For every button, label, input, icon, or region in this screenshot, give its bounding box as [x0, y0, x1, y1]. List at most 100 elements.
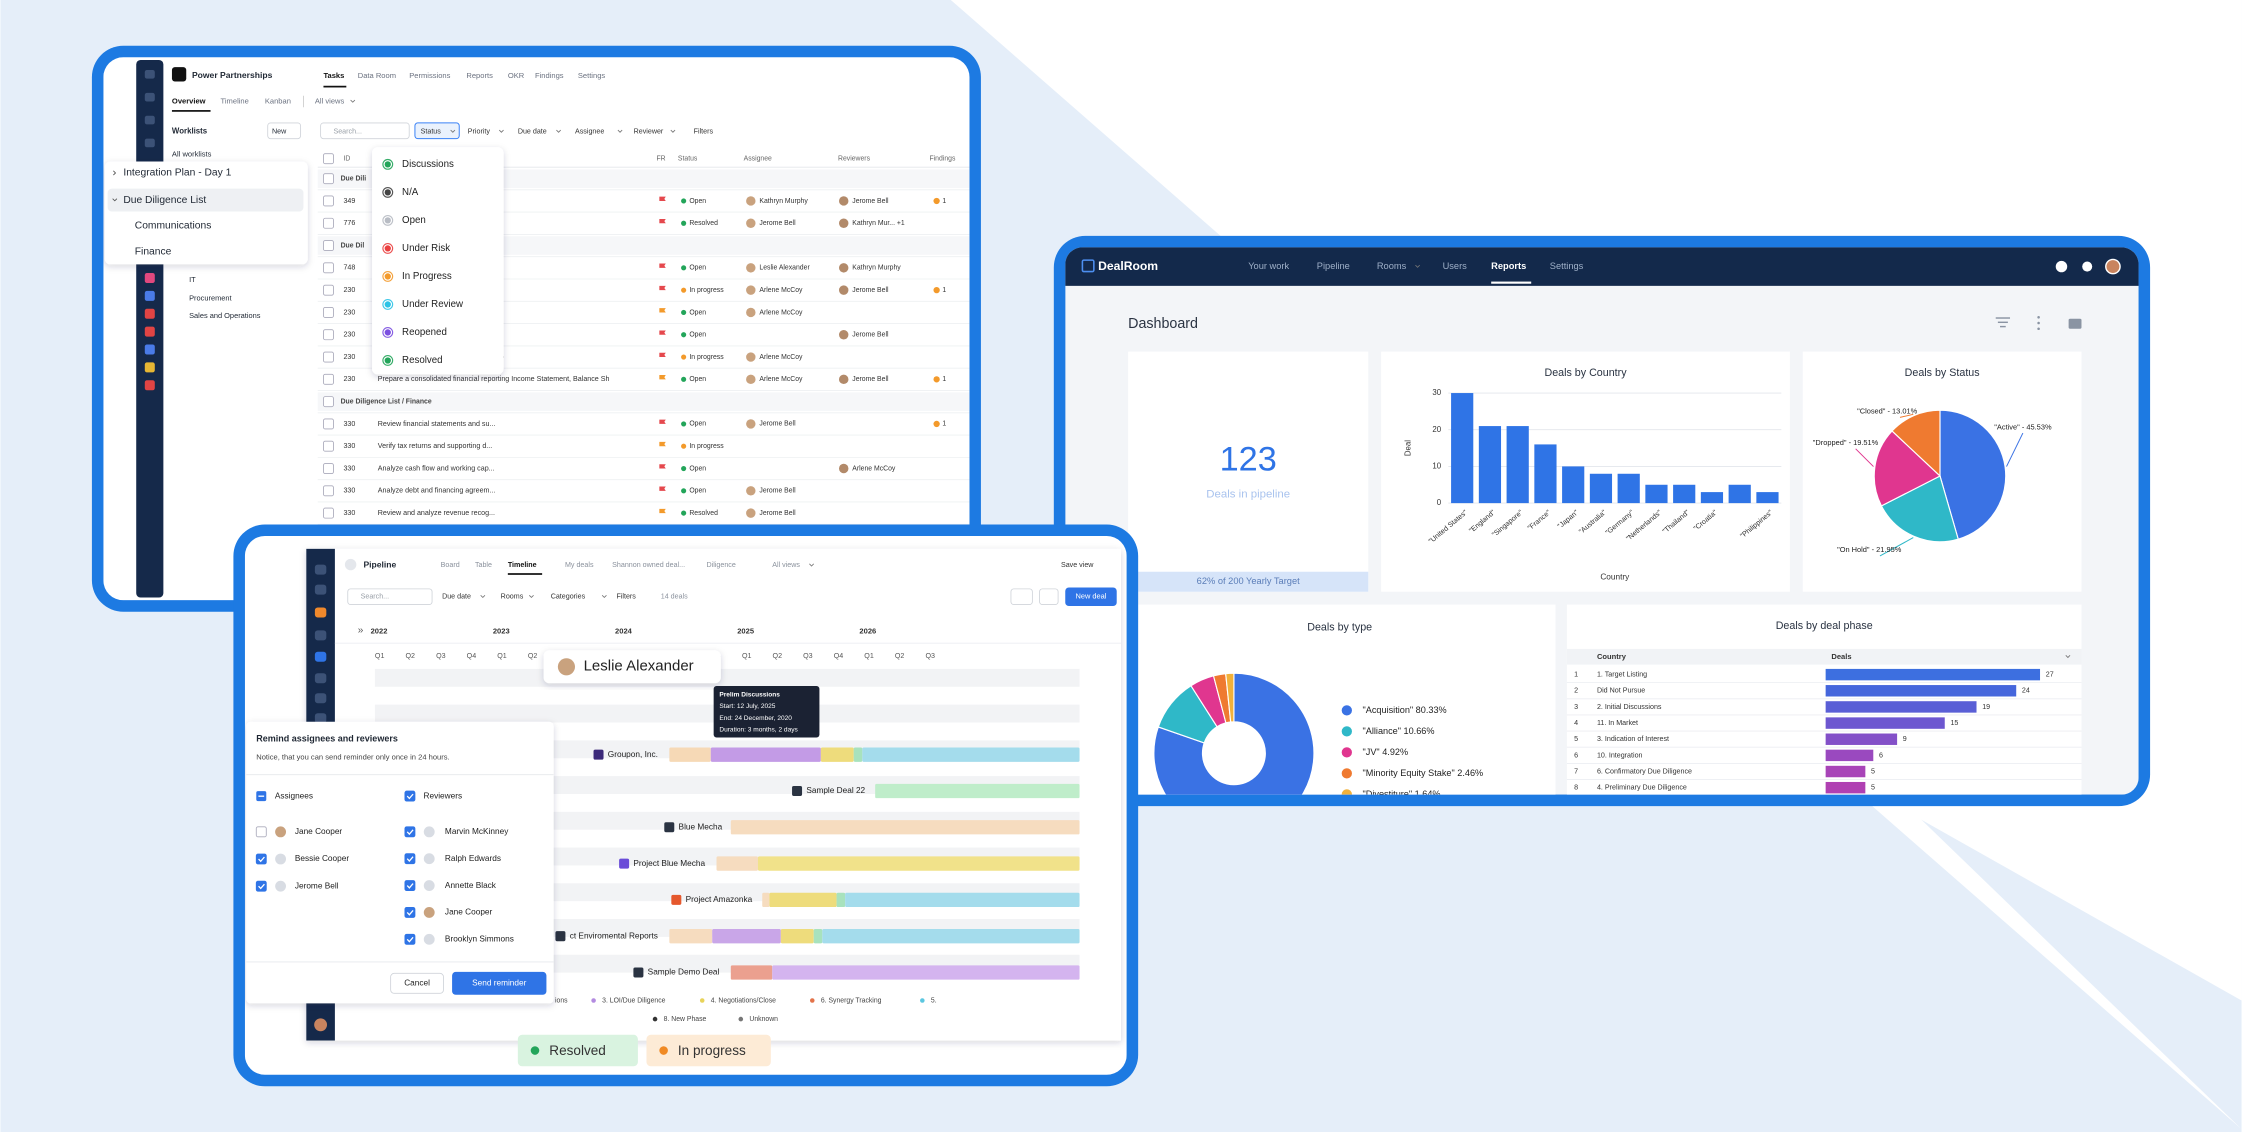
view-tab[interactable]: My deals [565, 561, 594, 569]
deal-name[interactable]: Groupon, Inc. [608, 750, 658, 759]
view-tab[interactable]: Shannon owned deal... [612, 561, 685, 569]
view-tab[interactable]: Kanban [265, 96, 291, 105]
send-button[interactable] [452, 971, 547, 995]
nav-item[interactable]: Pipeline [1317, 261, 1350, 271]
view-tab[interactable]: Board [441, 561, 460, 569]
status-option[interactable]: Open [402, 215, 426, 226]
view-tab[interactable]: All views [315, 96, 345, 105]
checkbox[interactable] [323, 485, 334, 497]
checkbox[interactable] [323, 217, 334, 229]
filter[interactable]: Filters [616, 593, 636, 601]
filter[interactable]: Categories [551, 593, 586, 601]
checkbox[interactable] [404, 880, 416, 892]
new-deal-button[interactable] [1065, 587, 1117, 607]
task-name[interactable]: Analyze cash flow and working cap... [378, 464, 495, 472]
worklist-item[interactable]: All worklists [172, 149, 212, 158]
tab[interactable]: Reports [466, 71, 493, 80]
checkbox[interactable] [323, 418, 334, 430]
view-tab[interactable]: Table [475, 561, 492, 569]
task-name[interactable]: Review financial statements and su... [378, 420, 496, 428]
deal-name[interactable]: Project Blue Mecha [633, 859, 705, 868]
search-box[interactable] [347, 588, 433, 606]
filter[interactable]: Status [421, 127, 442, 135]
tab[interactable]: Data Room [358, 71, 396, 80]
checkbox[interactable] [404, 907, 416, 918]
checkbox[interactable] [323, 262, 334, 274]
checkbox[interactable] [255, 853, 267, 865]
status-option[interactable]: Under Risk [402, 243, 450, 254]
checkbox[interactable] [323, 507, 334, 519]
view-tab[interactable]: Diligence [707, 561, 736, 569]
cancel-button[interactable] [390, 972, 444, 994]
deal-name[interactable]: Project Amazonka [686, 895, 753, 904]
checkbox[interactable] [404, 790, 416, 802]
checkbox[interactable] [323, 440, 334, 452]
tab[interactable]: Findings [535, 71, 564, 80]
checkbox[interactable] [323, 351, 334, 363]
checkbox[interactable] [255, 826, 267, 838]
tab[interactable]: Settings [578, 71, 606, 80]
status-dot [384, 161, 391, 168]
view-tab[interactable]: Timeline [508, 561, 537, 569]
tab[interactable]: OKR [508, 71, 525, 80]
checkbox[interactable] [323, 329, 334, 341]
task-id: 330 [343, 487, 355, 495]
status-option[interactable]: Under Review [402, 299, 464, 310]
checkbox[interactable] [404, 933, 416, 945]
checkbox[interactable] [323, 153, 334, 165]
checkbox[interactable] [323, 284, 334, 296]
filter[interactable]: Priority [468, 127, 491, 135]
status-option[interactable]: Reopened [402, 327, 447, 338]
filter[interactable]: Rooms [501, 593, 524, 601]
checkbox[interactable] [255, 880, 267, 892]
filter[interactable]: Assignee [575, 127, 604, 135]
deal-name[interactable]: Sample Deal 22 [806, 786, 865, 795]
worklist-item[interactable]: IT [189, 275, 196, 284]
task-name[interactable]: Analyze debt and financing agreem... [378, 487, 496, 495]
checkbox[interactable] [323, 173, 334, 185]
search-box[interactable] [320, 122, 410, 140]
worklist-tree-item[interactable]: Finance [135, 246, 172, 257]
nav-item[interactable]: Settings [1550, 261, 1584, 271]
new-button[interactable] [267, 122, 302, 140]
checkbox[interactable] [323, 373, 334, 385]
save-view[interactable]: Save view [1061, 561, 1094, 569]
tab[interactable]: Tasks [323, 71, 344, 80]
deal-name[interactable]: ct Enviromental Reports [570, 931, 658, 940]
worklist-tree-item[interactable]: Due Diligence List [123, 195, 206, 206]
status-option[interactable]: Resolved [402, 355, 442, 366]
nav-item[interactable]: Users [1443, 261, 1468, 271]
checkbox[interactable] [323, 240, 334, 251]
status-option[interactable]: N/A [402, 187, 419, 198]
tab[interactable]: Permissions [409, 71, 450, 80]
deal-name[interactable]: Sample Demo Deal [648, 968, 720, 977]
status-option[interactable]: In Progress [402, 271, 452, 282]
checkbox[interactable] [323, 307, 334, 318]
deal-name[interactable]: Blue Mecha [679, 822, 723, 831]
task-name[interactable]: Verify tax returns and supporting d... [378, 442, 492, 450]
filter[interactable]: Due date [518, 127, 547, 135]
view-tab[interactable]: All views [772, 561, 800, 569]
view-tab[interactable]: Overview [172, 96, 206, 105]
status-option[interactable]: Discussions [402, 159, 454, 170]
task-name[interactable]: Prepare a consolidated financial reporti… [378, 375, 610, 383]
task-name[interactable]: Review and analyze revenue recog... [378, 509, 495, 517]
nav-item[interactable]: Rooms [1377, 261, 1407, 271]
worklist-tree-item[interactable]: Integration Plan - Day 1 [123, 168, 231, 179]
reviewer: Jerome Bell [852, 376, 889, 383]
view-tab[interactable]: Timeline [221, 96, 249, 105]
filter[interactable]: Filters [694, 127, 714, 135]
checkbox[interactable] [323, 463, 334, 474]
worklist-tree-item[interactable]: Communications [135, 221, 212, 232]
checkbox[interactable] [323, 396, 334, 408]
worklist-item[interactable]: Procurement [189, 294, 232, 303]
nav-item[interactable]: Your work [1248, 261, 1289, 271]
filter[interactable]: Reviewer [634, 127, 664, 135]
checkbox[interactable] [404, 826, 416, 838]
nav-item[interactable]: Reports [1491, 261, 1526, 271]
filter[interactable]: Due date [442, 593, 471, 601]
check-icon [406, 910, 414, 916]
worklist-item[interactable]: Sales and Operations [189, 311, 261, 320]
checkbox[interactable] [323, 195, 334, 207]
checkbox[interactable] [404, 853, 416, 865]
